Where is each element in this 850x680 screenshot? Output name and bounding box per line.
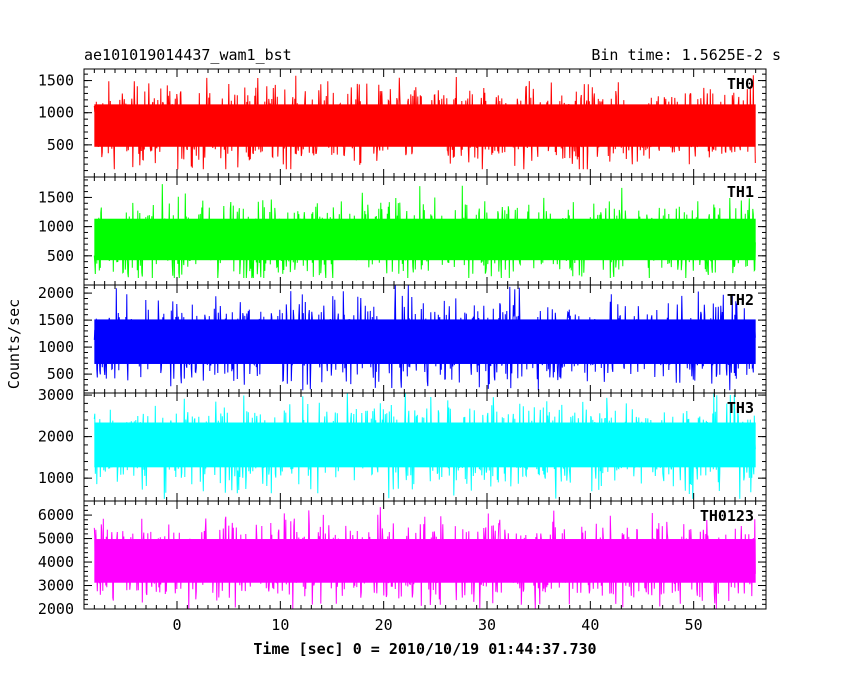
y-tick-label: 1000 [38,338,74,356]
y-tick-label: 500 [47,247,74,265]
panel-label: TH2 [727,291,754,309]
panel-th3: 1000 2000 3000 TH3 [38,386,767,502]
x-tick-label: 50 [685,616,703,634]
panel-label: TH3 [727,399,754,417]
panel-label: TH0 [727,75,754,93]
y-tick-label: 4000 [38,553,74,571]
plot-title: ae101019014437_wam1_bst [84,46,292,64]
panel-th2: 500 1000 1500 2000 TH2 [38,284,767,394]
panel-label: TH1 [727,183,754,201]
panel-th0123: 2000 3000 4000 5000 6000 TH0123 [38,500,767,618]
y-tick-label: 500 [47,365,74,383]
y-tick-label: 1500 [38,188,74,206]
y-tick-label: 6000 [38,506,74,524]
series-band-th1 [94,218,756,261]
panel-label: TH0123 [700,507,754,525]
y-tick-label: 1500 [38,311,74,329]
x-tick-label: 20 [375,616,393,634]
y-axis-label: Counts/sec [5,299,23,389]
y-tick-label: 1000 [38,469,74,487]
x-tick-label: 0 [172,616,181,634]
x-tick-label: 30 [478,616,496,634]
series-band-th0 [94,104,756,147]
y-tick-label: 1500 [38,72,74,90]
series-band-th3 [94,422,756,468]
y-tick-label: 3000 [38,386,74,404]
y-tick-label: 500 [47,136,74,154]
y-tick-label: 5000 [38,530,74,548]
y-tick-label: 2000 [38,600,74,618]
y-tick-label: 2000 [38,284,74,302]
series-band-th2 [94,319,756,364]
y-tick-label: 2000 [38,428,74,446]
series-band-th0123 [94,539,756,583]
x-tick-label: 40 [581,616,599,634]
y-tick-label: 1000 [38,104,74,122]
y-tick-label: 3000 [38,577,74,595]
x-axis-label: Time [sec] 0 = 2010/10/19 01:44:37.730 [253,640,596,658]
y-tick-label: 1000 [38,218,74,236]
bin-time-label: Bin time: 1.5625E-2 s [591,46,781,64]
x-tick-label: 10 [271,616,289,634]
panel-th0: 500 1000 1500 TH0 [38,68,767,178]
panel-th1: 500 1000 1500 TH1 [38,176,767,286]
